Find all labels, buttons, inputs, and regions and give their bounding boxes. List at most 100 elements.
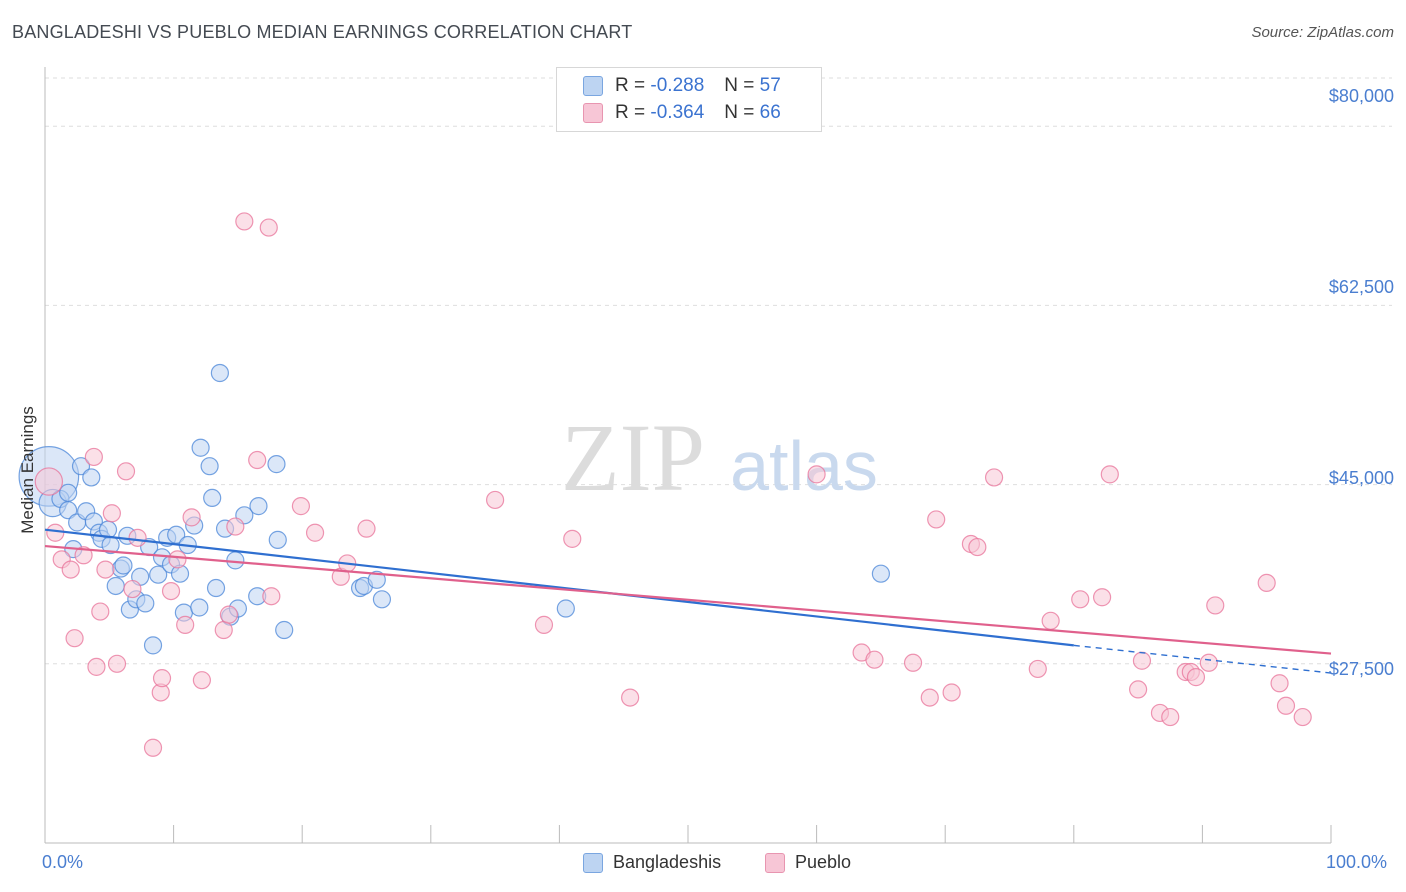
series-legend-pueblo: Pueblo	[765, 852, 851, 873]
series-label-pueblo: Pueblo	[795, 852, 852, 872]
point-bangladeshis	[249, 497, 268, 516]
point-pueblo	[1161, 707, 1180, 727]
point-bangladeshis	[190, 598, 209, 617]
point-pueblo	[102, 504, 121, 523]
point-pueblo	[87, 657, 106, 676]
point-bangladeshis	[167, 525, 186, 544]
y-tick-label: $80,000	[1328, 86, 1394, 106]
point-bangladeshis	[114, 556, 133, 575]
point-bangladeshis	[268, 530, 287, 549]
point-pueblo	[161, 581, 181, 601]
legend-r-label: R =	[615, 102, 646, 123]
series-swatch-blue	[583, 852, 603, 873]
point-pueblo	[74, 546, 93, 565]
y-axis-label: Median Earnings	[18, 406, 37, 534]
point-pueblo	[534, 615, 554, 634]
source-credit: Source: ZipAtlas.com	[1251, 24, 1394, 41]
point-pueblo	[1092, 588, 1112, 607]
chart-title: BANGLADESHI VS PUEBLO MEDIAN EARNINGS CO…	[12, 22, 633, 42]
point-pueblo	[486, 490, 505, 510]
point-pueblo	[357, 519, 376, 538]
point-pueblo	[61, 560, 80, 579]
point-pueblo	[563, 529, 582, 548]
point-pueblo	[46, 523, 65, 542]
point-pueblo	[1132, 651, 1152, 670]
data-points	[18, 212, 1312, 757]
y-tick-label: $27,500	[1328, 659, 1394, 679]
point-pueblo	[1199, 653, 1218, 672]
point-bangladeshis	[82, 468, 101, 487]
series-label-bangladeshis: Bangladeshis	[613, 852, 722, 872]
point-bangladeshis	[71, 457, 91, 476]
point-pueblo	[91, 602, 110, 621]
point-pueblo	[107, 654, 127, 673]
point-pueblo	[291, 497, 311, 516]
point-bangladeshis	[210, 363, 229, 383]
point-pueblo	[942, 683, 961, 702]
point-pueblo	[65, 629, 84, 648]
point-pueblo	[1293, 707, 1312, 727]
legend-row-pueblo: R = -0.364 N = 66	[583, 101, 781, 125]
legend-n-label: N =	[724, 75, 755, 96]
point-bangladeshis	[149, 565, 168, 584]
point-pueblo	[176, 615, 195, 634]
point-pueblo	[152, 669, 172, 688]
trend-lines	[44, 528, 1332, 674]
point-bangladeshis	[59, 501, 78, 520]
series-legend-bangladeshis: Bangladeshis	[583, 852, 721, 873]
point-pueblo	[1276, 696, 1296, 715]
point-pueblo	[262, 587, 281, 606]
point-pueblo	[1128, 680, 1148, 699]
point-pueblo	[927, 510, 946, 529]
point-pueblo	[143, 738, 163, 757]
point-pueblo	[168, 550, 187, 569]
point-pueblo	[1071, 590, 1090, 609]
correlation-legend: R = -0.288 N = 57 R = -0.364 N = 66	[556, 67, 822, 132]
point-pueblo	[1257, 573, 1276, 593]
point-pueblo	[1028, 659, 1047, 679]
point-pueblo	[84, 447, 103, 467]
point-pueblo	[920, 688, 939, 707]
point-pueblo	[259, 218, 278, 237]
point-bangladeshis	[203, 488, 222, 508]
trend-line-pueblo	[44, 544, 1332, 655]
watermark-zip: ZIP	[561, 404, 705, 511]
legend-row-bangladeshis: R = -0.288 N = 57	[583, 74, 781, 98]
point-bangladeshis	[200, 457, 219, 476]
point-bangladeshis	[59, 483, 78, 502]
legend-r-value: -0.288	[650, 75, 705, 96]
point-bangladeshis	[267, 455, 286, 474]
point-pueblo	[807, 465, 826, 484]
point-pueblo	[214, 620, 233, 640]
legend-swatch-pink	[583, 103, 603, 123]
point-pueblo	[1041, 611, 1060, 630]
point-bangladeshis	[143, 636, 163, 655]
point-bangladeshis	[106, 576, 125, 596]
watermark-atlas: atlas	[730, 427, 878, 505]
point-pueblo	[621, 688, 640, 707]
point-pueblo	[235, 212, 254, 231]
point-pueblo	[248, 450, 267, 470]
point-pueblo	[1100, 465, 1119, 484]
point-pueblo	[984, 468, 1004, 487]
legend-r-value: -0.364	[650, 102, 705, 123]
point-bangladeshis	[191, 438, 210, 457]
point-bangladeshis	[372, 590, 392, 609]
x-tick-label-max: 100.0%	[1326, 852, 1388, 872]
point-pueblo	[192, 671, 211, 690]
legend-n-value: 57	[759, 75, 781, 96]
y-tick-label: $62,500	[1328, 277, 1394, 297]
grid-lines	[45, 77, 1392, 665]
legend-r-label: R =	[615, 75, 646, 96]
point-pueblo	[96, 560, 115, 579]
point-pueblo	[219, 605, 238, 624]
point-pueblo	[1270, 674, 1289, 693]
point-bangladeshis	[556, 599, 575, 618]
point-pueblo	[1206, 596, 1225, 615]
point-pueblo	[1186, 668, 1206, 687]
legend-n-value: 66	[759, 102, 781, 123]
point-bangladeshis	[871, 564, 891, 583]
trend-line-bangladeshis	[44, 528, 1074, 647]
point-pueblo	[968, 537, 987, 557]
